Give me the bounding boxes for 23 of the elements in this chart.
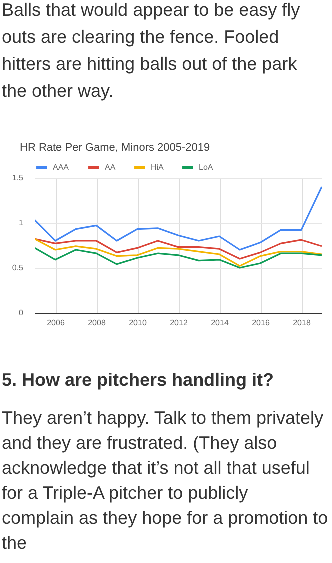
x-tick-label: 2018 bbox=[293, 318, 312, 328]
chart-title: HR Rate Per Game, Minors 2005-2019 bbox=[20, 142, 210, 154]
x-tick-label: 2016 bbox=[252, 318, 270, 328]
text: They aren’t happy. Talk to them privately and they are frustrated. (They also acknowledge that it’s not all that useful for a Triple-A pitcher to publicly complain as they hope for a promotion to the bbox=[2, 408, 328, 553]
line-series bbox=[35, 238, 322, 267]
x-tick-label: 2014 bbox=[211, 318, 230, 328]
x-tick-label: 2008 bbox=[88, 318, 106, 328]
line-series bbox=[35, 238, 322, 260]
line-series bbox=[35, 186, 322, 251]
y-tick-label: 1 bbox=[19, 218, 24, 228]
legend-label: LoA bbox=[199, 163, 214, 172]
text: Balls that would appear to be easy fly outs are clearing the fence. Fooled hitters are hitting balls out of the park the other way. bbox=[2, 0, 300, 101]
x-tick-label: 2012 bbox=[170, 318, 188, 328]
x-tick-label: 2006 bbox=[47, 318, 66, 328]
line-series bbox=[35, 247, 322, 269]
y-tick-label: 1.5 bbox=[12, 174, 24, 182]
y-tick-label: 0 bbox=[19, 308, 24, 318]
legend-label: AAA bbox=[53, 163, 70, 172]
legend-label: HiA bbox=[151, 163, 165, 172]
x-tick-label: 2010 bbox=[129, 318, 148, 328]
y-tick-label: 0.5 bbox=[12, 264, 24, 272]
legend-label: AA bbox=[105, 163, 116, 172]
text: 5. How are pitchers handling it? bbox=[2, 370, 274, 390]
